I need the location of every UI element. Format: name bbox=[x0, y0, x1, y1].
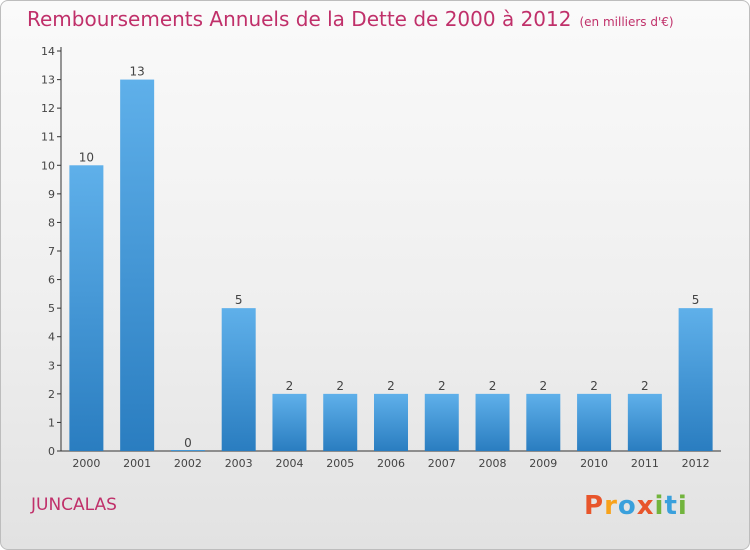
data-label: 13 bbox=[130, 65, 145, 79]
logo-letter: i bbox=[677, 491, 688, 521]
x-tick-label: 2008 bbox=[479, 457, 507, 470]
y-tick-label: 3 bbox=[48, 359, 55, 372]
x-tick-label: 2011 bbox=[631, 457, 659, 470]
x-tick-label: 2002 bbox=[174, 457, 202, 470]
bar-2008 bbox=[475, 393, 510, 451]
data-label: 2 bbox=[590, 379, 598, 393]
bar-2004 bbox=[272, 393, 307, 451]
logo-letter: o bbox=[617, 491, 637, 521]
proxiti-logo: Proxiti bbox=[584, 491, 688, 521]
y-tick-label: 6 bbox=[48, 274, 55, 287]
logo-letter: P bbox=[584, 491, 605, 521]
x-tick-label: 2003 bbox=[225, 457, 253, 470]
x-tick-label: 2004 bbox=[275, 457, 303, 470]
bar-2003 bbox=[221, 308, 256, 451]
x-tick-label: 2001 bbox=[123, 457, 151, 470]
y-tick-label: 7 bbox=[48, 245, 55, 258]
logo-letter: t bbox=[664, 491, 678, 521]
y-tick-label: 14 bbox=[41, 45, 55, 58]
data-label: 2 bbox=[336, 379, 344, 393]
bar-2009 bbox=[526, 393, 561, 451]
data-label: 2 bbox=[489, 379, 497, 393]
y-tick-label: 8 bbox=[48, 216, 55, 229]
y-tick-label: 10 bbox=[41, 159, 55, 172]
chart-unit: (en milliers d'€) bbox=[579, 15, 674, 29]
data-label: 2 bbox=[286, 379, 294, 393]
bar-2010 bbox=[577, 393, 612, 451]
bar-2006 bbox=[374, 393, 408, 451]
commune-name: JUNCALAS bbox=[31, 495, 117, 515]
y-tick-label: 9 bbox=[48, 188, 55, 201]
x-tick-label: 2010 bbox=[580, 457, 608, 470]
x-tick-label: 2006 bbox=[377, 457, 405, 470]
x-tick-label: 2000 bbox=[72, 457, 100, 470]
logo-letter: i bbox=[654, 491, 665, 521]
x-tick-label: 2005 bbox=[326, 457, 354, 470]
data-label: 2 bbox=[438, 379, 446, 393]
chart-labels: 2000 10 2001 13 2002 0 2003 5 2004 2 2005 2 2006 2 200… bbox=[72, 65, 709, 470]
data-label: 2 bbox=[641, 379, 649, 393]
data-label: 5 bbox=[235, 293, 243, 307]
y-tick-label: 13 bbox=[41, 74, 55, 87]
data-label: 2 bbox=[387, 379, 395, 393]
bar-2002 bbox=[170, 450, 205, 451]
chart-title: Remboursements Annuels de la Dette de 20… bbox=[27, 7, 674, 31]
logo-letter: x bbox=[636, 491, 655, 521]
y-tick-label: 1 bbox=[48, 416, 55, 429]
bar-2011 bbox=[627, 393, 662, 451]
chart-bars bbox=[69, 79, 713, 452]
x-tick-label: 2007 bbox=[428, 457, 456, 470]
x-tick-label: 2009 bbox=[529, 457, 557, 470]
bar-2007 bbox=[424, 393, 459, 451]
bar-2000 bbox=[69, 165, 104, 452]
y-tick-label: 0 bbox=[48, 445, 55, 458]
logo-letter: r bbox=[604, 491, 618, 521]
chart-title-text: Remboursements Annuels de la Dette de 20… bbox=[27, 7, 572, 31]
y-tick-label: 4 bbox=[48, 331, 55, 344]
bar-2005 bbox=[323, 393, 358, 451]
y-tick-label: 12 bbox=[41, 102, 55, 115]
y-tick-label: 2 bbox=[48, 388, 55, 401]
y-tick-label: 5 bbox=[48, 302, 55, 315]
x-tick-label: 2012 bbox=[682, 457, 710, 470]
data-label: 2 bbox=[539, 379, 547, 393]
data-label: 0 bbox=[184, 436, 192, 450]
bar-2012 bbox=[678, 308, 713, 451]
data-label: 5 bbox=[692, 293, 700, 307]
bar-2001 bbox=[120, 79, 155, 452]
data-label: 10 bbox=[79, 150, 94, 164]
y-tick-label: 11 bbox=[41, 131, 55, 144]
